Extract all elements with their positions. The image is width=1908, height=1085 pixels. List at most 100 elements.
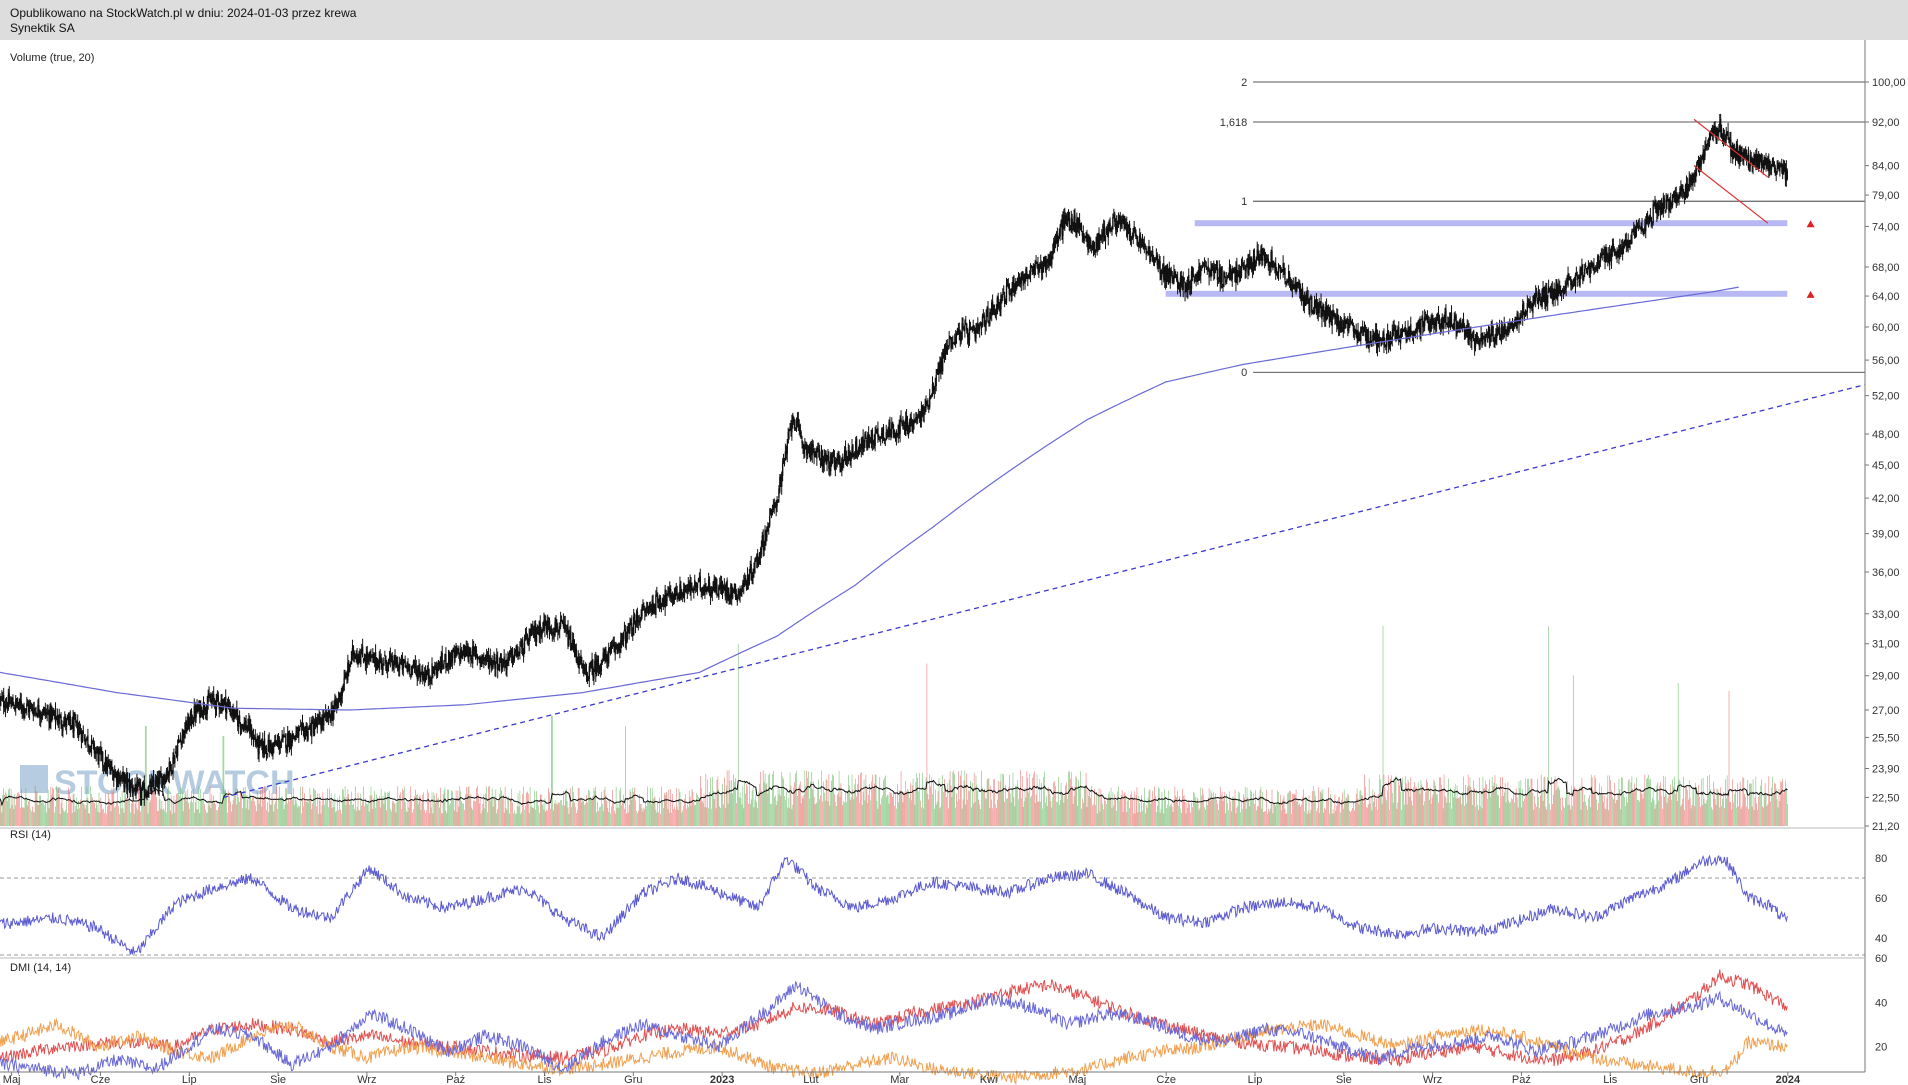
candle-body [991,302,993,316]
volume-bar [340,809,341,826]
volume-bar [334,793,336,826]
candle-body [880,436,882,439]
volume-bar [693,802,695,826]
volume-bar [1407,779,1409,826]
candle-body [874,432,876,446]
volume-bar [1138,795,1140,826]
volume-bar [1531,778,1533,826]
volume-bar [117,791,118,826]
volume-bar [761,793,763,826]
volume-bar [1750,783,1752,826]
candle-body [190,711,193,724]
candle-body [363,659,366,662]
volume-bar [393,803,395,826]
volume-bar [206,812,208,826]
volume-bar [1710,789,1711,826]
volume-bar [1520,780,1522,826]
candle-body [550,628,553,633]
volume-bar [890,793,892,826]
candle-body [773,504,775,509]
volume-bar [1683,776,1684,826]
candle-body [1223,272,1225,287]
volume-bar [1379,774,1380,826]
candle-body [1186,283,1188,292]
candle-body [438,661,441,668]
volume-bar [1169,805,1171,826]
volume-bar [1100,789,1102,826]
volume-bar [1205,809,1206,826]
volume-bar [385,792,387,826]
volume-bar [861,804,863,826]
candle-body [1260,249,1262,261]
candle-body [885,432,887,441]
candle-body [419,668,421,678]
volume-bar [197,808,199,826]
volume-bar [1606,797,1608,826]
volume-bar [970,781,971,826]
volume-bar [139,786,140,826]
candle-body [588,666,590,679]
volume-bar [821,770,822,826]
candle-body [81,731,84,743]
volume-bar [789,772,791,826]
candle-body [855,441,857,458]
candle-body [1061,221,1063,235]
volume-bar [476,787,477,826]
candle-body [1072,228,1074,231]
candle-body [1102,231,1104,237]
volume-bar [715,808,717,826]
candle-body [257,736,259,753]
candle-body [1322,305,1324,312]
volume-bar [258,803,260,826]
volume-bar [1457,798,1459,826]
candle-body [1083,238,1085,242]
volume-bar [20,789,22,826]
volume-bar [1057,801,1058,826]
candle-body [53,710,56,715]
volume-bar [1428,788,1429,826]
volume-bar [182,810,184,826]
candle-body [242,724,244,732]
candle-body [304,731,306,740]
volume-bar [1293,793,1295,826]
candle-body [1043,256,1046,267]
candle-body [387,659,390,667]
volume-bar [638,810,639,826]
candle-body [255,742,257,746]
candle-body [887,430,889,437]
volume-bar [836,794,838,826]
candle-body [852,444,854,457]
volume-bar [333,806,335,826]
volume-bar [871,781,872,826]
volume-bar [206,812,207,826]
volume-bar [1767,803,1769,826]
volume-bar [123,812,125,826]
volume-bar [771,803,772,826]
candle-body [296,728,298,731]
candle-body [1356,332,1358,338]
volume-bar [1086,806,1088,826]
candle-body [569,632,571,639]
volume-bar [703,793,705,826]
candle-body [399,661,402,665]
candle-body [93,743,96,754]
volume-bar [79,808,80,826]
candle-body [622,632,625,640]
volume-bar [306,800,308,826]
volume-bar [673,809,674,826]
volume-bar [1001,790,1003,826]
volume-bar [1277,790,1278,826]
candle-body [235,709,237,712]
volume-bar [922,808,924,826]
volume-bar [1256,806,1258,826]
volume-bar [913,790,915,826]
volume-bar [316,806,317,826]
candle-body [34,708,36,711]
candle-body [920,408,923,422]
candle-body [794,427,797,430]
volume-bar [792,804,794,826]
volume-bar [302,786,303,826]
volume-bar [1424,801,1425,826]
candle-body [331,708,333,719]
volume-bar [636,810,637,826]
